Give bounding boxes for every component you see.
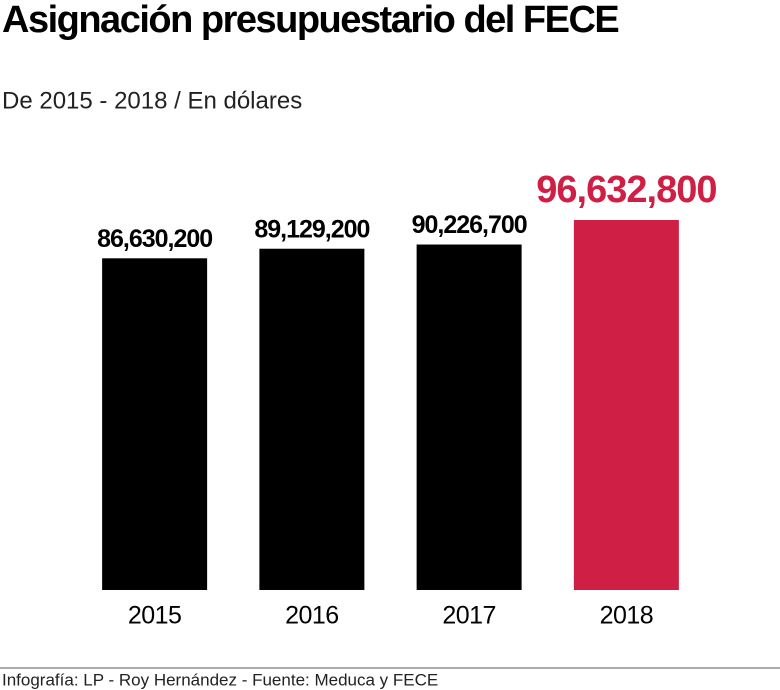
bar — [416, 244, 522, 590]
value-label: 96,632,800 — [536, 169, 716, 211]
x-tick-label: 2016 — [285, 602, 339, 630]
value-label: 90,226,700 — [412, 211, 527, 239]
chart-title: Asignación presupuestario del FECE — [2, 0, 618, 41]
bar — [102, 258, 208, 590]
x-tick-label: 2017 — [442, 602, 496, 630]
value-label: 86,630,200 — [97, 225, 212, 253]
source-note: Infografía: LP - Roy Hernández - Fuente:… — [2, 670, 438, 689]
bar — [259, 248, 365, 590]
x-tick-label: 2018 — [600, 602, 654, 630]
x-tick-label: 2015 — [128, 602, 182, 630]
value-label: 89,129,200 — [254, 215, 369, 243]
bar — [573, 220, 679, 590]
chart-subtitle: De 2015 - 2018 / En dólares — [2, 87, 302, 114]
